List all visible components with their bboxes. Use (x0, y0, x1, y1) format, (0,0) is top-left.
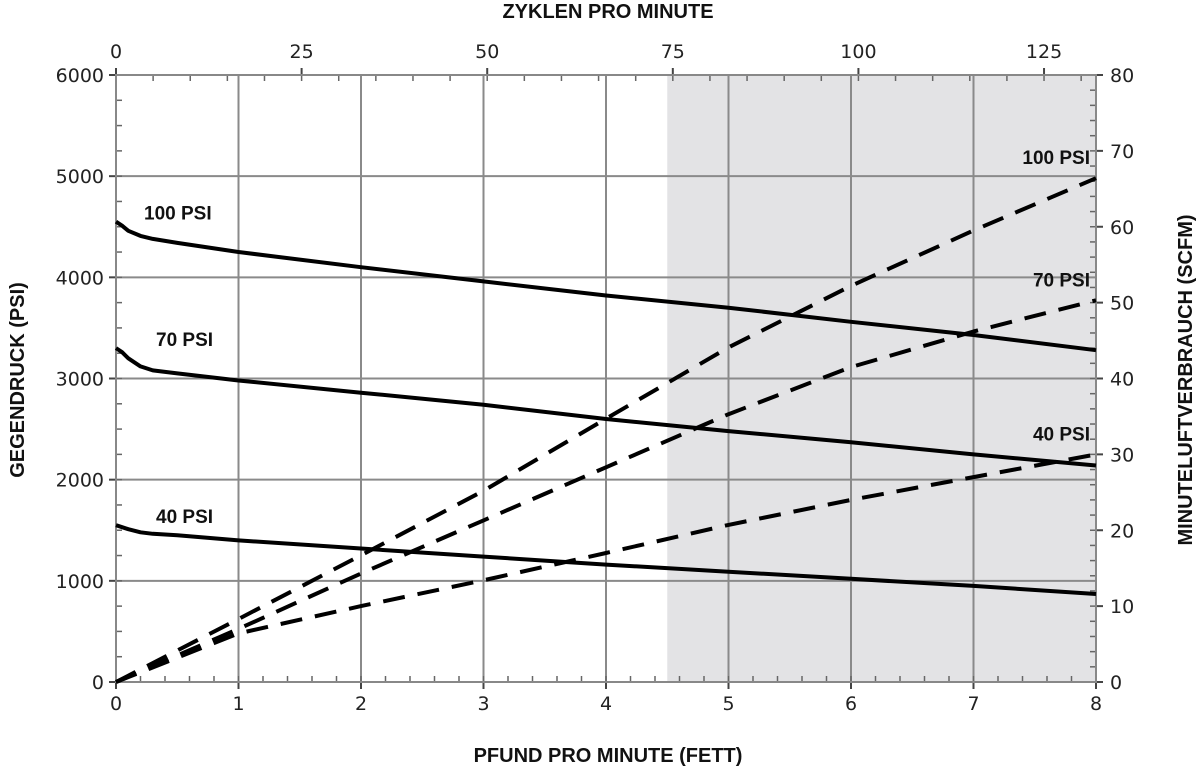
x-tick-label: 4 (600, 693, 612, 715)
tick-labels: 0 1 2 3 4 5 6 7 80 25 50 75 100 125010002000300040005… (56, 41, 1135, 715)
x-tick-label: 5 (722, 693, 734, 715)
x-tick-label: 3 (477, 693, 489, 715)
x2-tick-label: 75 (661, 41, 685, 63)
x-tick-label: 7 (967, 693, 979, 715)
series-line-dashed-70-psi (115, 298, 1097, 684)
x2-tick-label: 50 (475, 41, 499, 63)
x2-tick-label: 100 (840, 41, 876, 63)
series-labels: 100 PSI 70 PSI 40 PSI 100 PSI 70 PSI 40 PSI (144, 148, 1090, 528)
x-axis-title: PFUND PRO MINUTE (FETT) (474, 745, 743, 767)
y2-tick-label: 60 (1110, 217, 1134, 239)
series-label-solid-100-psi: 100 PSI (144, 204, 212, 225)
y-tick-label: 3000 (56, 369, 104, 391)
x-tick-label: 6 (845, 693, 857, 715)
x2-tick-label: 125 (1026, 41, 1062, 63)
series-line-dashed-100-psi (115, 176, 1097, 684)
y2-tick-label: 0 (1110, 672, 1122, 694)
series-line-dashed-40-psi (115, 452, 1097, 684)
x-tick-label: 0 (110, 693, 122, 715)
series-label-dashed-70-psi: 70 PSI (1033, 270, 1090, 291)
series-lines (114, 176, 1097, 684)
series-line-solid-70-psi (114, 346, 1097, 468)
y-axis-title: GEGENDRUCK (PSI) (7, 282, 29, 478)
y2-tick-label: 80 (1110, 65, 1134, 87)
y2-tick-label: 50 (1110, 293, 1134, 315)
x-tick-label: 8 (1090, 693, 1102, 715)
y2-tick-label: 70 (1110, 141, 1134, 163)
x2-axis-title: ZYKLEN PRO MINUTE (502, 1, 713, 23)
x2-tick-label: 0 (110, 41, 122, 63)
series-line-solid-100-psi (114, 220, 1097, 353)
x-tick-label: 2 (355, 693, 367, 715)
x-tick-label: 1 (232, 693, 244, 715)
y2-axis-title: MINUTELUFTVERBRAUCH (SCFM) (1175, 214, 1197, 545)
series-label-dashed-40-psi: 40 PSI (1033, 424, 1090, 445)
y-tick-label: 0 (92, 672, 104, 694)
plot-frame (115, 74, 1097, 683)
y-tick-label: 6000 (56, 65, 104, 87)
y-tick-label: 5000 (56, 166, 104, 188)
series-label-dashed-100-psi: 100 PSI (1022, 148, 1090, 169)
y2-tick-label: 30 (1110, 444, 1134, 466)
y2-tick-label: 40 (1110, 369, 1134, 391)
y-tick-label: 1000 (56, 571, 104, 593)
series-label-solid-40-psi: 40 PSI (156, 507, 213, 528)
y-tick-label: 4000 (56, 267, 104, 289)
series-label-solid-70-psi: 70 PSI (156, 330, 213, 351)
y2-tick-label: 10 (1110, 596, 1134, 618)
y-tick-label: 2000 (56, 470, 104, 492)
series-line-solid-40-psi (115, 523, 1097, 596)
x2-tick-label: 25 (290, 41, 314, 63)
y2-tick-label: 20 (1110, 520, 1134, 542)
